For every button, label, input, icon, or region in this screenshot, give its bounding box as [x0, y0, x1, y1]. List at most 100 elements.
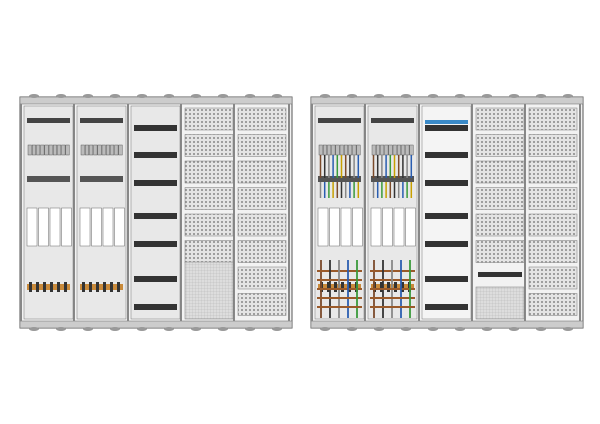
meter — [38, 207, 49, 247]
terminal-strip — [80, 176, 123, 182]
cabinet-front-open — [310, 94, 584, 331]
cable-entry — [347, 327, 357, 331]
dark-rail — [425, 152, 468, 158]
dark-rail — [425, 213, 468, 219]
cable-entry — [347, 94, 357, 98]
dark-rail — [318, 118, 361, 123]
cable-entry — [455, 94, 465, 98]
perforated-cover — [237, 240, 287, 263]
column-divider — [20, 104, 22, 321]
top-rail — [310, 96, 584, 105]
cable-entry — [320, 94, 330, 98]
breaker — [318, 144, 323, 156]
fuse — [43, 282, 46, 292]
breaker — [376, 144, 380, 156]
cable-entry — [164, 327, 174, 331]
perforated-cover — [528, 240, 578, 263]
cable-entry — [245, 327, 255, 331]
cable-entry — [320, 327, 330, 331]
dark-rail — [134, 180, 177, 186]
column-divider — [579, 104, 581, 321]
cable-entry — [29, 327, 39, 331]
dark-rail — [27, 118, 70, 123]
busbar — [317, 297, 362, 299]
cable-entry — [56, 94, 66, 98]
meter — [26, 207, 38, 247]
cable-entry — [191, 327, 201, 331]
fuse — [103, 282, 106, 292]
column-divider — [311, 104, 313, 321]
breaker — [384, 144, 389, 156]
terminal-strip — [371, 176, 414, 182]
fuse — [82, 282, 85, 292]
meter — [114, 207, 125, 247]
breaker — [40, 144, 45, 156]
meter — [340, 207, 352, 247]
breaker — [397, 144, 401, 156]
fuse — [110, 282, 113, 292]
breaker — [48, 144, 53, 156]
dark-rail — [425, 304, 468, 310]
dark-rail — [80, 118, 123, 123]
breaker — [110, 144, 115, 156]
column-divider — [471, 104, 473, 321]
perforated-cover — [475, 160, 525, 184]
cable-entry — [137, 327, 147, 331]
distribution-panel — [130, 105, 181, 320]
perforated-cover — [237, 213, 287, 237]
meter — [49, 207, 61, 247]
meter — [329, 207, 340, 247]
cable-entry — [245, 94, 255, 98]
breaker — [84, 144, 89, 156]
breaker — [61, 144, 66, 156]
cable-entry — [137, 94, 147, 98]
column-divider — [233, 104, 235, 321]
cable-entry — [482, 94, 492, 98]
meter — [91, 207, 102, 247]
perforated-cover — [237, 160, 287, 184]
breaker — [405, 144, 410, 156]
column-divider — [180, 104, 182, 321]
meter — [102, 207, 114, 247]
column-divider — [288, 104, 290, 321]
cable-entry — [29, 94, 39, 98]
cable-entry — [536, 94, 546, 98]
breaker — [392, 144, 397, 156]
fuse — [380, 282, 383, 292]
breaker — [371, 144, 376, 156]
breaker — [339, 144, 344, 156]
perforated-cover — [237, 107, 287, 131]
perforated-cover — [184, 160, 234, 184]
perforated-cover — [184, 187, 234, 210]
dark-rail — [425, 180, 468, 186]
distribution-panel — [421, 105, 472, 320]
fuse — [89, 282, 92, 292]
perforated-cover — [184, 240, 234, 263]
fuse-strip — [27, 284, 70, 290]
column-divider — [418, 104, 420, 321]
top-rail — [19, 96, 293, 105]
fuse — [57, 282, 60, 292]
perforated-cover — [237, 187, 287, 210]
bottom-rail — [310, 320, 584, 329]
perforated-cover — [237, 134, 287, 157]
dark-rail — [425, 241, 468, 247]
terminal-strip — [27, 176, 70, 182]
perforated-cover — [475, 187, 525, 210]
fuse — [29, 282, 32, 292]
dark-rail — [134, 276, 177, 282]
cable-entry — [536, 327, 546, 331]
cable-entry — [164, 94, 174, 98]
bottom-rail — [19, 320, 293, 329]
cable-entry — [509, 94, 519, 98]
dark-rail — [371, 118, 414, 123]
fuse — [64, 282, 67, 292]
meter — [61, 207, 72, 247]
meter — [370, 207, 382, 247]
terminal-strip — [318, 176, 361, 182]
fuse — [50, 282, 53, 292]
meter — [317, 207, 329, 247]
perforated-cover — [528, 293, 578, 316]
